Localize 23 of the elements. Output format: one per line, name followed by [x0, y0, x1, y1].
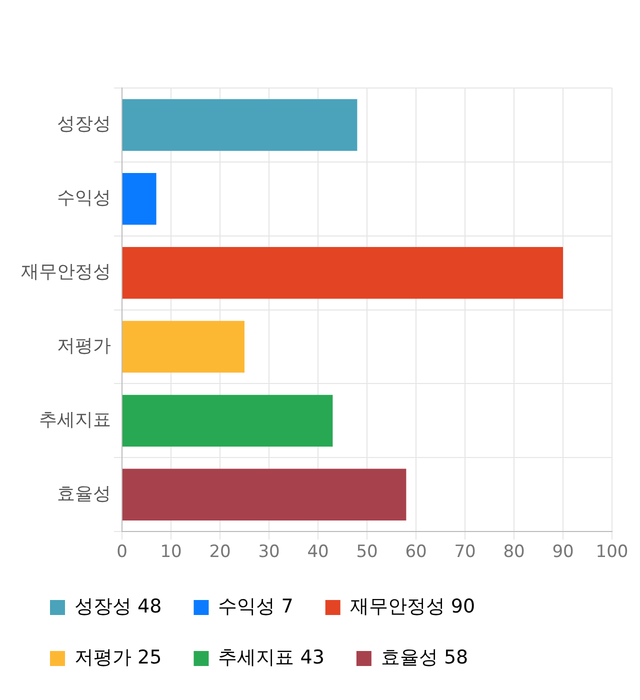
y-tick-label: 효율성 — [57, 483, 111, 504]
x-tick-label: 30 — [258, 542, 280, 562]
y-tick-label: 저평가 — [57, 335, 111, 356]
legend-label: 저평가 25 — [74, 646, 162, 668]
x-tick-label: 60 — [405, 542, 427, 562]
y-tick-label: 재무안정성 — [21, 262, 111, 283]
y-tick-label: 성장성 — [57, 114, 111, 135]
x-tick-label: 80 — [503, 542, 525, 562]
legend-label: 추세지표 43 — [218, 646, 324, 668]
y-tick-label: 추세지표 — [39, 409, 111, 430]
x-tick-label: 10 — [160, 542, 182, 562]
legend-label: 성장성 48 — [74, 595, 162, 618]
legend-label: 재무안정성 90 — [350, 595, 476, 618]
x-tick-label: 20 — [209, 542, 231, 562]
y-tick-label: 수익성 — [57, 188, 111, 209]
legend-label: 수익성 7 — [218, 595, 294, 618]
x-tick-label: 0 — [116, 542, 128, 562]
x-tick-label: 70 — [454, 542, 476, 562]
x-tick-label: 50 — [356, 542, 378, 562]
x-tick-label: 100 — [596, 542, 628, 562]
x-tick-label: 90 — [552, 542, 574, 562]
x-tick-label: 40 — [307, 542, 329, 562]
legend-label: 효율성 58 — [380, 646, 468, 668]
